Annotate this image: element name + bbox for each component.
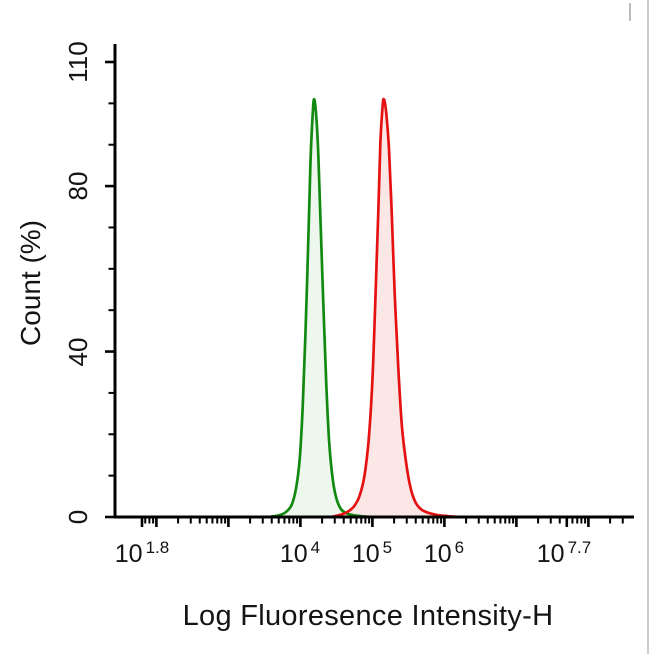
x-tick-base: 10	[351, 540, 380, 568]
x-tick-label-1e1.8: 10 1.8	[114, 538, 170, 569]
x-axis-title: Log Fluoresence Intensity-H	[182, 600, 554, 632]
x-tick-base: 10	[279, 540, 308, 568]
scan-artifact-right-edge	[647, 0, 649, 654]
x-tick-base: 10	[536, 540, 565, 568]
x-tick-exponent: 7.7	[567, 538, 592, 557]
scan-artifact-mark	[629, 3, 631, 21]
x-tick-base: 10	[423, 540, 452, 568]
x-tick-label-1e4: 10 4	[279, 538, 321, 569]
x-tick-exponent: 4	[310, 538, 321, 557]
y-tick-label-0: 0	[63, 509, 93, 525]
x-tick-exponent: 6	[454, 538, 465, 557]
x-tick-label-1e5: 10 5	[351, 538, 393, 569]
y-tick-label-110: 110	[63, 41, 93, 83]
x-tick-label-1e6: 10 6	[423, 538, 465, 569]
x-tick-exponent: 1.8	[145, 538, 170, 557]
green-control-peak-fill	[268, 99, 373, 517]
y-axis-title: Count (%)	[15, 219, 46, 347]
x-tick-exponent: 5	[382, 538, 393, 557]
green-control-peak-curve	[266, 97, 374, 519]
y-tick-label-40: 40	[63, 337, 93, 367]
red-sample-peak-curve	[329, 97, 461, 519]
x-tick-label-1e7.7: 10 7.7	[536, 538, 592, 569]
x-tick-base: 10	[114, 540, 143, 568]
y-tick-label-80: 80	[63, 171, 93, 201]
